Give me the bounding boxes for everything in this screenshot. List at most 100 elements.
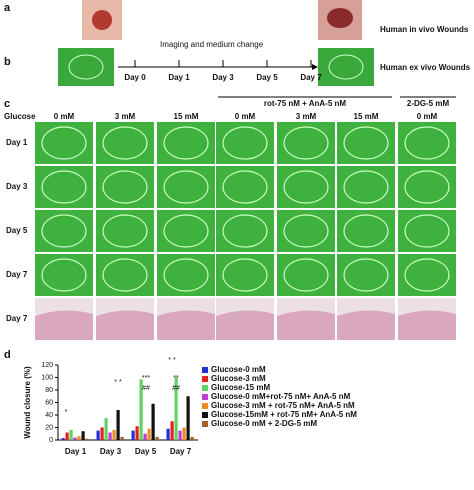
photo <box>277 166 335 208</box>
bar <box>166 428 170 440</box>
wound <box>283 258 329 292</box>
column-header: 0 mM <box>235 112 256 121</box>
column-header: 3 mM <box>115 112 136 121</box>
wound <box>222 214 268 248</box>
bar <box>120 436 124 440</box>
y-tick-label: 0 <box>49 437 53 444</box>
wound <box>41 214 87 248</box>
annotation: ## <box>172 385 180 392</box>
photo <box>216 166 274 208</box>
day-label: Day 3 <box>212 73 234 82</box>
wound <box>343 214 389 248</box>
legend-label: Glucose-3 mM <box>211 374 266 383</box>
legend-swatch <box>202 385 208 391</box>
wound <box>68 54 104 80</box>
legend-label: Glucose-15 mM <box>211 383 270 392</box>
photo <box>337 254 395 296</box>
bar <box>182 427 186 440</box>
x-tick-label: Day 1 <box>65 447 87 456</box>
wound <box>222 258 268 292</box>
group-header: rot-75 nM + AnA-5 nM <box>264 99 346 108</box>
wound <box>404 170 450 204</box>
bar <box>174 377 178 440</box>
row-header: Glucose <box>4 112 36 121</box>
x-tick-label: Day 7 <box>170 447 192 456</box>
panel-text: Human in vivo Wounds <box>380 25 469 34</box>
wound <box>404 126 450 160</box>
wound <box>41 258 87 292</box>
photo <box>277 122 335 164</box>
annotation: * * <box>168 357 176 364</box>
bar <box>112 430 116 440</box>
annotation: *** <box>142 375 150 382</box>
bar <box>73 437 77 440</box>
photo <box>216 122 274 164</box>
y-tick-label: 60 <box>45 399 53 406</box>
x-tick-label: Day 3 <box>100 447 122 456</box>
row-label: Day 5 <box>6 226 28 235</box>
legend-swatch <box>202 412 208 418</box>
day-label: Day 1 <box>168 73 190 82</box>
wound <box>343 258 389 292</box>
photo <box>216 254 274 296</box>
bar <box>170 421 174 440</box>
photo <box>96 254 154 296</box>
photo <box>337 210 395 252</box>
bar <box>61 438 65 440</box>
wound <box>102 126 148 160</box>
wound <box>163 258 209 292</box>
photo <box>35 166 93 208</box>
legend-label: Glucose-0 mM+rot-75 nM+ AnA-5 nM <box>211 392 351 401</box>
tissue <box>96 310 154 340</box>
y-tick-label: 120 <box>41 362 53 369</box>
bar <box>85 438 89 440</box>
row-label: Day 7 <box>6 270 28 279</box>
wound <box>283 170 329 204</box>
bar <box>147 428 151 440</box>
wound <box>163 126 209 160</box>
legend-swatch <box>202 421 208 427</box>
bar <box>139 379 143 440</box>
wound <box>283 126 329 160</box>
annotation: ** <box>173 375 179 382</box>
bar <box>65 432 69 440</box>
bar <box>155 436 159 440</box>
photo <box>337 122 395 164</box>
column-header: 15 mM <box>174 112 199 121</box>
wound <box>404 214 450 248</box>
bar <box>116 410 120 440</box>
wound <box>102 258 148 292</box>
photo <box>157 122 215 164</box>
photo <box>157 166 215 208</box>
annotation: ## <box>142 385 150 392</box>
wound <box>102 170 148 204</box>
legend-swatch <box>202 394 208 400</box>
photo <box>398 210 456 252</box>
legend-label: Glucose-0 mM + 2-DG-5 mM <box>211 419 317 428</box>
bar <box>69 430 73 440</box>
photo <box>35 210 93 252</box>
y-axis-label: Wound closure (%) <box>23 366 32 439</box>
tissue <box>216 310 274 340</box>
bar <box>151 403 155 440</box>
photo <box>277 210 335 252</box>
group-header: 2-DG-5 mM <box>407 99 450 108</box>
bar <box>100 427 104 440</box>
photo <box>337 166 395 208</box>
wound <box>41 126 87 160</box>
legend-label: Glucose-15mM + rot-75 nM+ AnA-5 nM <box>211 410 357 419</box>
bar <box>77 436 81 440</box>
row-label: Day 1 <box>6 138 28 147</box>
legend-label: Glucose-0 mM <box>211 365 266 374</box>
tissue <box>337 310 395 340</box>
column-header: 15 mM <box>354 112 379 121</box>
day-label: Day 5 <box>256 73 278 82</box>
photo <box>157 210 215 252</box>
photo <box>216 210 274 252</box>
bar <box>96 430 100 440</box>
wound <box>163 214 209 248</box>
y-tick-label: 80 <box>45 387 53 394</box>
photo <box>398 122 456 164</box>
column-header: 3 mM <box>296 112 317 121</box>
